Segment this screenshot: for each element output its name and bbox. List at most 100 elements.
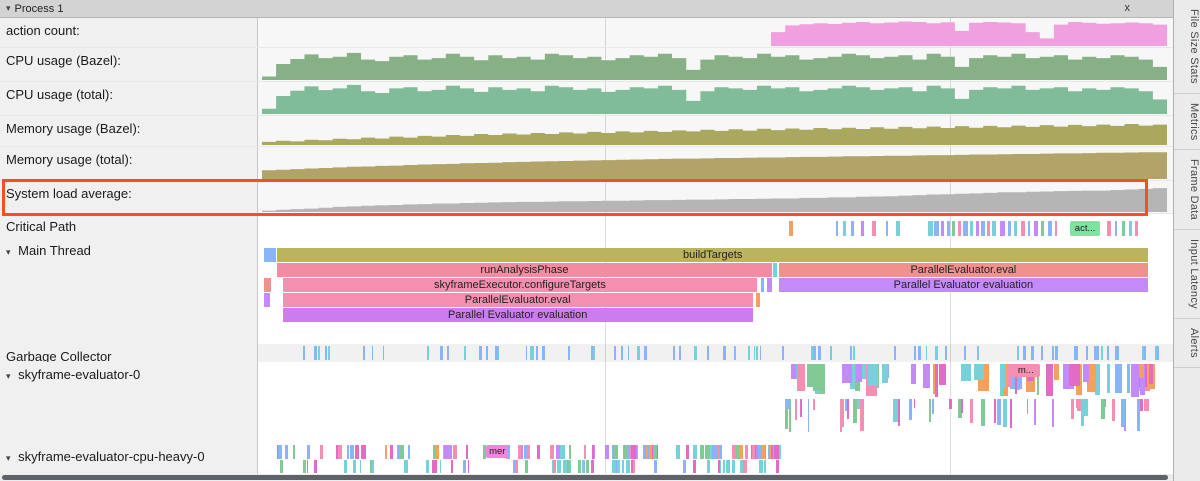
collapse-triangle-icon[interactable]: ▾	[6, 371, 11, 381]
trace-slice[interactable]	[723, 460, 725, 473]
trace-slice[interactable]	[389, 445, 394, 459]
trace-slice[interactable]	[893, 399, 898, 423]
trace-slice[interactable]	[755, 346, 758, 360]
trace-slice[interactable]	[495, 346, 498, 360]
trace-slice[interactable]	[726, 460, 729, 473]
trace-slice[interactable]	[1014, 221, 1017, 236]
trace-slice[interactable]	[929, 399, 932, 422]
trace-slice[interactable]	[1128, 221, 1132, 236]
trace-slice[interactable]	[1036, 364, 1040, 395]
trace-slice[interactable]	[563, 460, 567, 473]
trace-slice[interactable]	[525, 460, 528, 473]
trace-slice[interactable]	[408, 445, 410, 459]
trace-slice[interactable]	[440, 346, 443, 360]
trace-slice[interactable]	[1082, 364, 1090, 383]
trace-slice[interactable]	[1007, 221, 1012, 236]
trace-slice[interactable]	[963, 221, 968, 236]
trace-slice[interactable]	[350, 445, 354, 459]
trace-slice[interactable]	[852, 399, 858, 424]
trace-slice[interactable]	[444, 445, 449, 459]
trace-slice[interactable]	[324, 346, 327, 360]
trace-slice[interactable]	[961, 399, 964, 413]
trace-slice[interactable]	[352, 460, 357, 473]
trace-slice[interactable]	[768, 445, 772, 459]
trace-slice[interactable]	[945, 346, 947, 360]
trace-slice[interactable]	[1140, 364, 1145, 396]
trace-slice[interactable]	[452, 445, 456, 459]
trace-slice[interactable]	[969, 399, 973, 424]
memory-usage-total-chart[interactable]	[258, 147, 1173, 180]
trace-slice[interactable]	[914, 346, 916, 360]
trace-slice[interactable]	[969, 221, 974, 236]
trace-slice[interactable]	[739, 460, 744, 473]
trace-slice[interactable]	[1121, 221, 1126, 236]
trace-slice[interactable]	[605, 445, 610, 459]
trace-slice[interactable]	[1141, 346, 1145, 360]
trace-slice[interactable]	[981, 399, 985, 427]
tab-frame-data[interactable]: Frame Data	[1174, 150, 1200, 231]
trace-slice[interactable]	[679, 346, 682, 360]
trace-slice[interactable]	[1115, 346, 1118, 360]
trace-slice[interactable]	[963, 346, 967, 360]
trace-slice[interactable]	[818, 346, 821, 360]
trace-slice[interactable]	[811, 346, 814, 360]
scrollbar-thumb[interactable]	[2, 475, 1168, 480]
trace-slice[interactable]	[716, 445, 720, 459]
trace-slice[interactable]	[731, 445, 737, 459]
trace-slice[interactable]	[462, 460, 467, 473]
trace-slice[interactable]	[851, 221, 854, 236]
trace-slice[interactable]	[766, 278, 772, 292]
trace-slice[interactable]	[693, 460, 696, 473]
trace-slice[interactable]	[578, 460, 581, 473]
trace-slice[interactable]	[773, 445, 775, 459]
collapse-triangle-icon[interactable]: ▾	[6, 453, 11, 463]
trace-slice[interactable]	[748, 346, 750, 360]
trace-slice[interactable]	[566, 460, 568, 473]
trace-slice[interactable]	[1155, 346, 1158, 360]
trace-slice[interactable]	[550, 445, 555, 459]
trace-slice[interactable]	[913, 399, 916, 409]
trace-slice[interactable]	[866, 364, 879, 387]
trace-slice[interactable]	[1051, 346, 1054, 360]
trace-slice[interactable]	[1027, 221, 1031, 236]
trace-slice[interactable]	[1031, 346, 1034, 360]
trace-slice[interactable]	[482, 445, 487, 459]
trace-slice[interactable]	[764, 460, 766, 473]
trace-slice[interactable]	[717, 460, 721, 473]
trace-slice[interactable]	[464, 346, 467, 360]
trace-slice[interactable]	[1086, 364, 1096, 392]
trace-slice[interactable]	[276, 445, 279, 459]
tab-metrics[interactable]: Metrics	[1174, 94, 1200, 151]
trace-slice[interactable]	[1014, 364, 1017, 394]
trace-slice[interactable]	[692, 445, 697, 459]
trace-slice[interactable]	[632, 445, 634, 459]
trace-slice[interactable]	[756, 293, 760, 307]
trace-slice[interactable]	[1022, 346, 1026, 360]
trace-slice-labeled[interactable]: skyframeExecutor.configureTargets	[282, 278, 758, 292]
trace-slice[interactable]	[581, 460, 584, 473]
trace-slice[interactable]	[362, 346, 366, 360]
trace-slice[interactable]	[745, 445, 749, 459]
trace-slice[interactable]	[1094, 346, 1097, 360]
trace-slice[interactable]	[432, 460, 435, 473]
trace-slice[interactable]	[986, 221, 990, 236]
trace-slice[interactable]	[626, 460, 630, 473]
track-label-garbage-collector[interactable]: Garbage Collector	[0, 344, 258, 362]
track-label-skyframe-evaluator-0[interactable]: ▾ skyframe-evaluator-0	[0, 362, 258, 436]
close-button[interactable]: x	[1124, 2, 1131, 14]
trace-slice[interactable]	[682, 460, 686, 473]
trace-slice[interactable]	[767, 445, 770, 459]
trace-slice[interactable]	[1040, 346, 1043, 360]
trace-slice[interactable]	[935, 364, 938, 397]
trace-slice[interactable]	[957, 221, 961, 236]
trace-slice[interactable]	[1081, 399, 1084, 427]
action-count-chart[interactable]	[258, 18, 1173, 47]
trace-slice[interactable]	[976, 221, 979, 236]
trace-slice[interactable]	[973, 364, 985, 380]
trace-slice[interactable]	[1074, 346, 1077, 360]
trace-slice[interactable]	[328, 346, 330, 360]
skyframe-evaluator-cpu-heavy-0-slices[interactable]: mer	[258, 444, 1173, 474]
trace-slice[interactable]	[370, 460, 374, 473]
trace-slice[interactable]	[527, 445, 530, 459]
chart-area[interactable]	[262, 84, 1167, 114]
